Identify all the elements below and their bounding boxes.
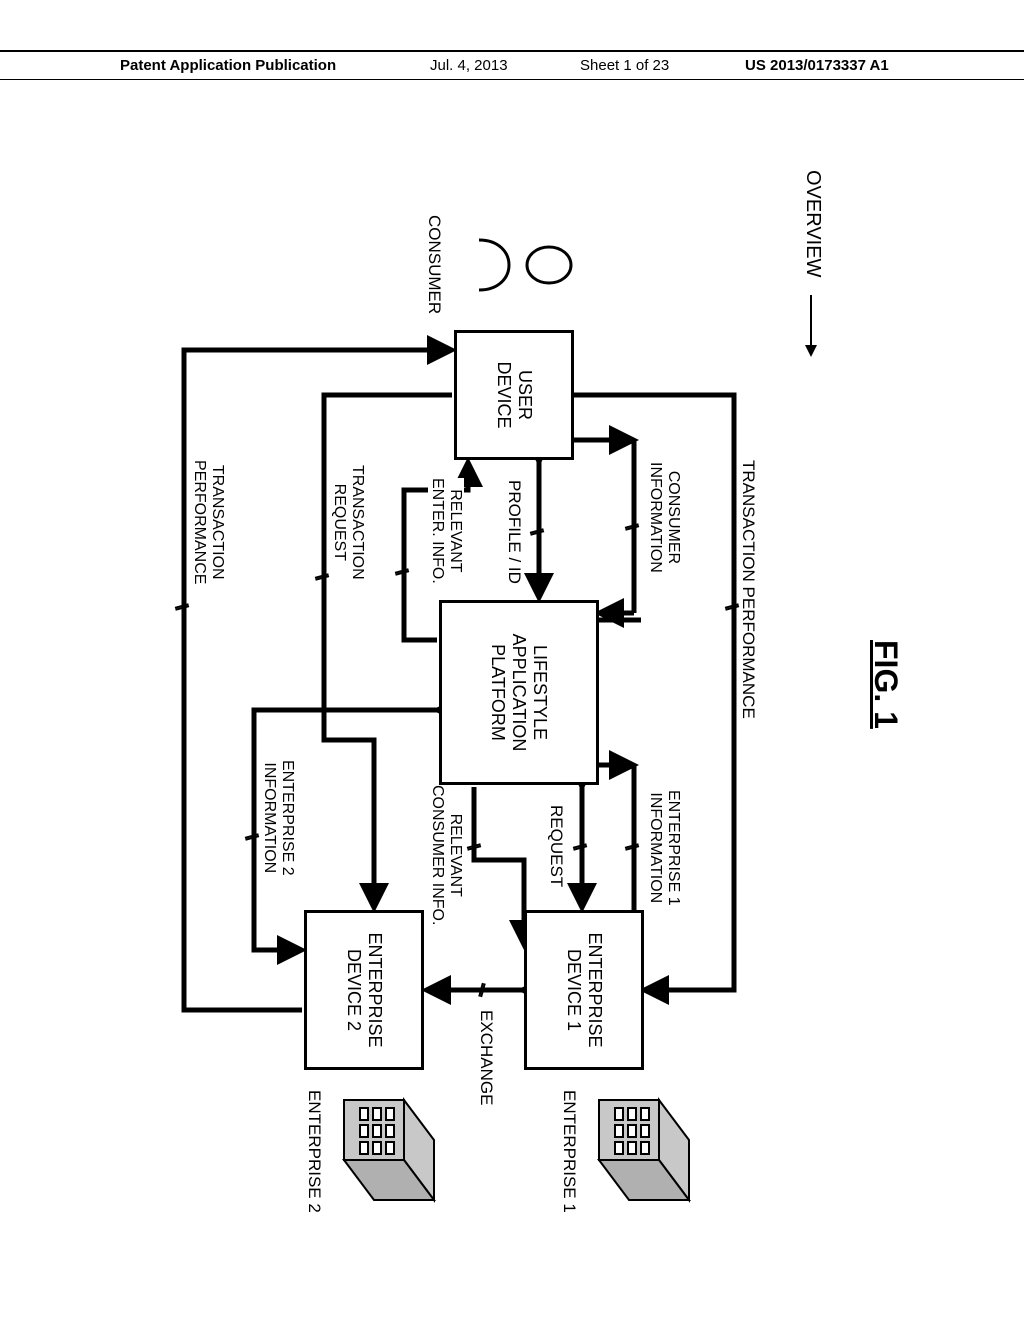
page: Patent Application Publication Jul. 4, 2… (0, 0, 1024, 1320)
diagram-canvas: FIG. 1 OVERVIEW (80, 140, 944, 1240)
figure-area: FIG. 1 OVERVIEW (80, 140, 944, 1240)
page-header: Patent Application Publication Jul. 4, 2… (0, 50, 1024, 80)
connectors-svg-clean (80, 140, 944, 1240)
publication-number-label: US 2013/0173337 A1 (745, 57, 889, 74)
sheet-number-label: Sheet 1 of 23 (580, 57, 669, 74)
publication-type-label: Patent Application Publication (120, 57, 336, 74)
publication-date-label: Jul. 4, 2013 (430, 57, 508, 74)
rotated-figure: FIG. 1 OVERVIEW (80, 140, 944, 1240)
